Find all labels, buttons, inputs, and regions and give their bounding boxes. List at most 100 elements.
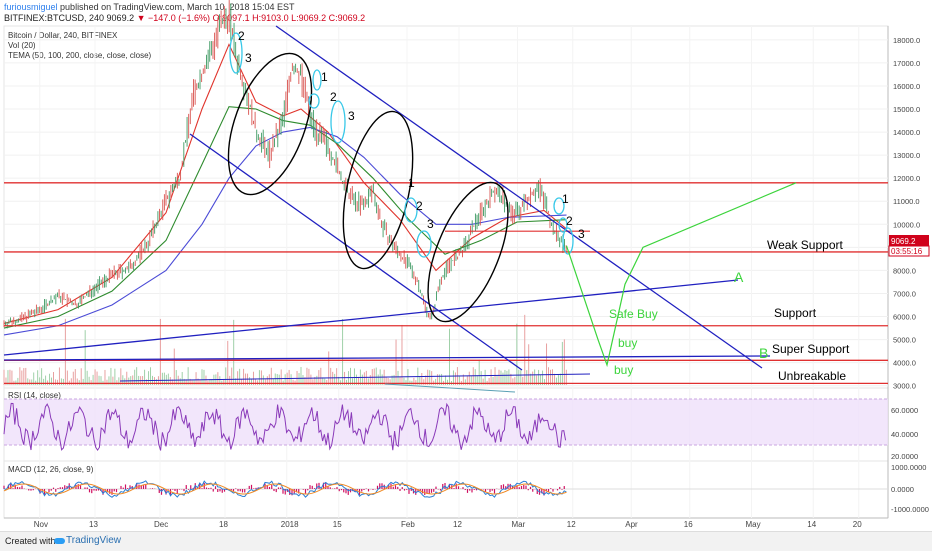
y-tick-label: 16000.0 — [893, 82, 920, 91]
x-tick-label: 18 — [219, 520, 228, 529]
tradingview-cloud-icon — [54, 538, 65, 544]
wave-ellipse-2 — [342, 110, 414, 270]
wave-marker — [308, 93, 320, 109]
tradingview-link[interactable]: TradingView — [66, 535, 122, 546]
y-tick-label: 5000.0 — [893, 336, 916, 345]
x-tick-label: Nov — [34, 520, 48, 529]
y-tick-label: 4000.0 — [893, 359, 916, 368]
wave-number-3: 3 — [578, 227, 585, 241]
label-unbreakable: Unbreakable — [778, 369, 846, 383]
macd-tick: -1000.0000 — [891, 505, 929, 514]
trendline-bottom — [119, 373, 591, 382]
y-tick-label: 17000.0 — [893, 59, 920, 68]
wave-marker — [553, 197, 565, 215]
trendline-b — [3, 355, 771, 361]
wave-number-1: 1 — [321, 70, 328, 84]
rsi-line — [3, 402, 567, 452]
legend-tema: TEMA (50, 100, 200, close, close, close) — [8, 51, 152, 60]
label-buy-2: buy — [614, 363, 633, 377]
label-buy-1: buy — [618, 336, 637, 350]
wave-number-3: 3 — [427, 217, 434, 231]
y-tick-label: 8000.0 — [893, 266, 916, 275]
label-a: A — [734, 269, 744, 285]
wave-number-3: 3 — [245, 51, 252, 65]
x-axis: Nov 13 Dec 18 2018 15 Feb 12 Mar 12 Apr 16 May 14 20 — [34, 520, 862, 529]
x-tick-label: 16 — [684, 520, 693, 529]
price-chart[interactable]: 18000.017000.016000.015000.014000.013000… — [0, 0, 932, 531]
wave-marker — [562, 227, 574, 255]
x-tick-label: 12 — [567, 520, 576, 529]
main-pane — [3, 25, 889, 389]
timer-badge-value: 03:55:16 — [891, 247, 923, 256]
macd-axis: 1000.0000 0.0000 -1000.0000 — [891, 463, 929, 514]
price-series — [3, 0, 567, 329]
x-tick-label: 20 — [853, 520, 862, 529]
y-tick-label: 15000.0 — [893, 105, 920, 114]
label-b: B — [759, 345, 768, 361]
projection-path — [565, 182, 797, 368]
label-safe-buy: Safe Buy — [609, 307, 658, 321]
wave-marker — [558, 217, 568, 233]
y-tick-label: 10000.0 — [893, 220, 920, 229]
tema-line — [3, 106, 567, 329]
x-tick-label: 2018 — [281, 520, 299, 529]
y-tick-label: 6000.0 — [893, 313, 916, 322]
footer: Created with TradingView — [0, 531, 932, 551]
author-link[interactable]: furiousmiguel — [4, 2, 58, 12]
x-tick-label: 12 — [453, 520, 462, 529]
label-weak-support: Weak Support — [767, 238, 843, 252]
symbol-line: BITFINEX:BTCUSD, 240 9069.2 ▼ −147.0 (−1… — [4, 13, 365, 23]
macd-tick: 0.0000 — [891, 485, 914, 494]
tema-line — [3, 126, 567, 336]
last-price: 9069.2 — [106, 13, 135, 23]
legend-title: Bitcoin / Dollar, 240, BITFINEX — [8, 31, 118, 40]
macd-tick: 1000.0000 — [891, 463, 926, 472]
symbol: BITFINEX:BTCUSD, 240 — [4, 13, 105, 23]
wave-marker — [404, 197, 418, 223]
legend-vol: Vol (20) — [8, 41, 36, 50]
x-tick-label: 15 — [333, 520, 342, 529]
channel-upper-line — [275, 25, 763, 369]
publish-text: published on TradingView.com, March 10, … — [60, 2, 295, 12]
wave-number-2: 2 — [330, 90, 337, 104]
wave-number-2: 2 — [238, 29, 245, 43]
wave-markers — [229, 32, 574, 258]
header: furiousmiguel published on TradingView.c… — [0, 0, 932, 26]
footer-created: Created with — [5, 536, 56, 546]
y-tick-label: 14000.0 — [893, 128, 920, 137]
rsi-label: RSI (14, close) — [8, 391, 61, 400]
ohlc: O:9097.1 H:9103.0 L:9069.2 C:9069.2 — [212, 13, 366, 23]
wave-marker — [229, 32, 243, 74]
rsi-tick: 40.0000 — [891, 430, 918, 439]
wave-marker — [330, 100, 346, 144]
macd-line — [3, 480, 567, 498]
label-super-support: Super Support — [772, 342, 850, 356]
wave-marker — [416, 230, 432, 258]
rsi-tick: 20.0000 — [891, 452, 918, 461]
chart-legend: Bitcoin / Dollar, 240, BITFINEX Vol (20)… — [8, 31, 151, 61]
macd-label: MACD (12, 26, close, 9) — [8, 465, 94, 474]
timer-badge — [888, 245, 930, 257]
price-badge — [889, 235, 929, 246]
wave-number-2: 2 — [566, 214, 573, 228]
y-axis: 18000.0 17000.0 16000.0 15000.0 14000.0 13000… — [893, 36, 920, 391]
wave-number-1: 1 — [408, 176, 415, 190]
wave-numbers: 2 3 1 2 3 1 2 3 1 2 3 — [238, 29, 585, 241]
support-levels — [4, 182, 888, 385]
price-badge-value: 9069.2 — [891, 237, 916, 246]
y-tick-label: 3000.0 — [893, 382, 916, 391]
y-tick-label: 18000.0 — [893, 36, 920, 45]
channel-lower-line — [189, 133, 523, 371]
y-tick-label: 13000.0 — [893, 151, 920, 160]
publish-line: furiousmiguel published on TradingView.c… — [4, 2, 295, 12]
x-tick-label: Mar — [512, 520, 526, 529]
wave-ellipse-1 — [227, 52, 313, 196]
x-tick-label: Feb — [401, 520, 415, 529]
x-tick-label: 13 — [89, 520, 98, 529]
rsi-tick: 60.0000 — [891, 406, 918, 415]
rsi-divergence-line — [384, 383, 516, 393]
y-tick-label: 12000.0 — [893, 174, 920, 183]
wave-number-3: 3 — [348, 109, 355, 123]
price-change: ▼ −147.0 (−1.6%) — [136, 13, 211, 23]
macd-signal-line — [3, 483, 567, 495]
